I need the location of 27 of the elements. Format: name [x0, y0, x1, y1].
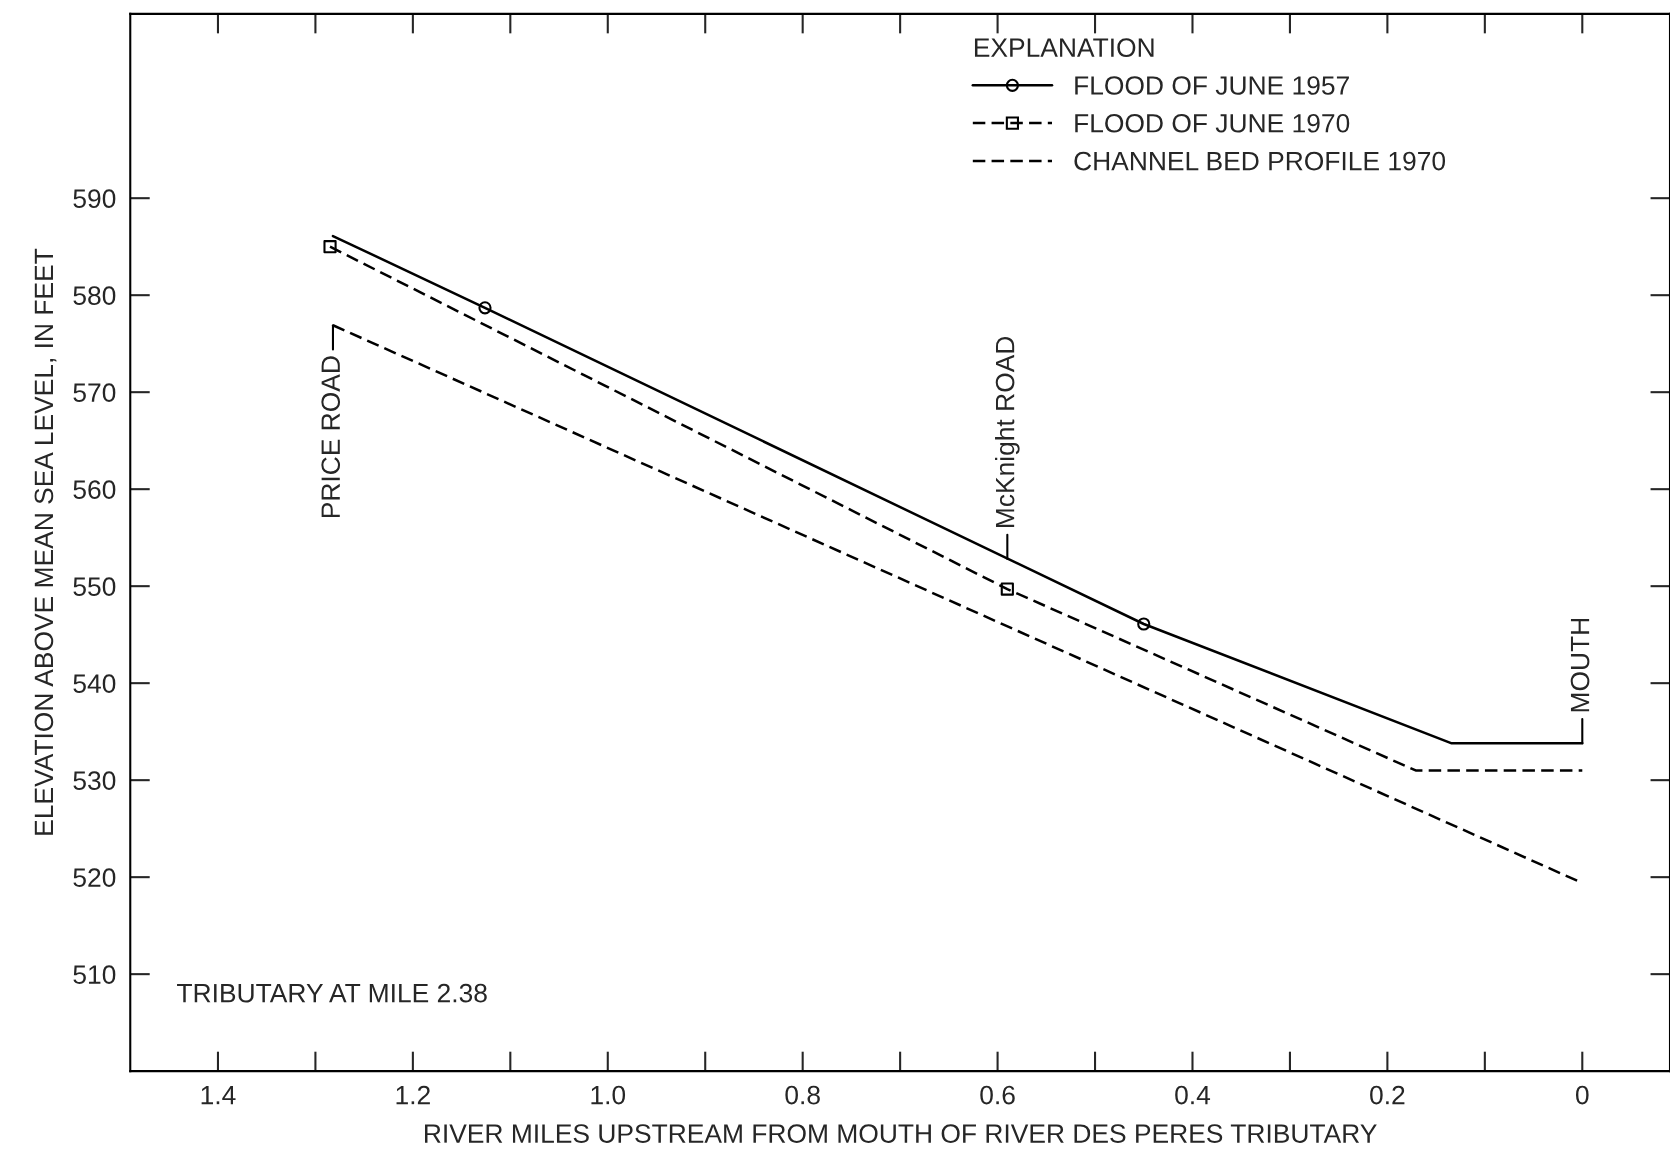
- x-tick-label: 0.2: [1370, 1085, 1405, 1105]
- y-tick-label: 540: [73, 674, 116, 693]
- y-tick-label: 510: [73, 965, 116, 984]
- annotation: PRICE ROAD: [321, 356, 341, 518]
- annotation: MOUTH: [1570, 618, 1590, 712]
- y-tick-label: 580: [73, 286, 116, 306]
- legend-label: CHANNEL BED PROFILE 1970: [1074, 151, 1446, 171]
- x-tick-label: 1.4: [201, 1086, 236, 1105]
- y-tick-label: 520: [73, 868, 116, 887]
- x-tick-label: 0.6: [980, 1085, 1015, 1105]
- x-tick-label: 0.4: [1175, 1085, 1211, 1105]
- x-tick-label: 0.8: [785, 1085, 820, 1105]
- x-tick-label: 0: [1575, 1085, 1589, 1105]
- y-tick-label: 560: [73, 480, 116, 499]
- y-tick-label: 530: [73, 771, 116, 790]
- legend-label: FLOOD OF JUNE 1957: [1075, 76, 1349, 95]
- x-axis-title: RIVER MILES UPSTREAM FROM MOUTH OF RIVER DES PERES TRIBUTARY: [425, 1124, 1377, 1143]
- x-tick-label: 1.0: [591, 1085, 626, 1105]
- legend-label: FLOOD OF JUNE 1970: [1075, 113, 1350, 133]
- y-tick-label: 550: [73, 577, 116, 596]
- legend-title: EXPLANATION: [974, 38, 1154, 58]
- annotation: McKnight ROAD: [995, 336, 1020, 528]
- y-axis-title: ELEVATION ABOVE MEAN SEA LEVEL, IN FEET: [34, 248, 57, 835]
- annotation: TRIBUTARY AT MILE 2.38: [177, 983, 487, 1003]
- y-tick-label: 570: [73, 383, 116, 402]
- x-tick-label: 1.2: [396, 1085, 430, 1105]
- y-tick-label: 590: [73, 189, 116, 209]
